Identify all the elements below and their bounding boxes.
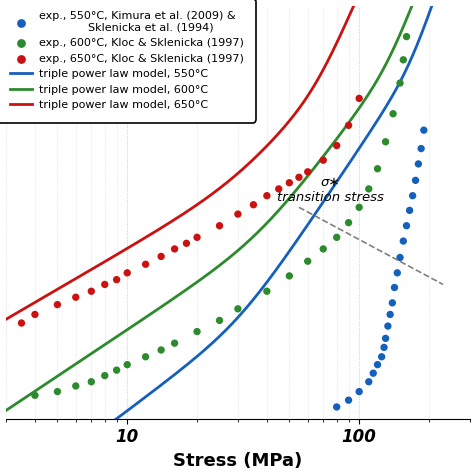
Point — [250, 201, 257, 209]
Point — [54, 301, 61, 309]
Point — [285, 179, 293, 187]
Point — [374, 165, 381, 173]
Point — [31, 392, 39, 399]
Point — [18, 319, 25, 327]
Point — [234, 210, 242, 218]
Point — [412, 176, 419, 184]
Point — [142, 261, 149, 268]
Point — [113, 366, 120, 374]
Point — [234, 305, 242, 313]
Point — [403, 33, 410, 40]
Point — [374, 361, 381, 368]
Point — [101, 372, 109, 379]
Point — [378, 353, 385, 361]
Point — [400, 237, 407, 245]
Point — [345, 396, 352, 404]
Point — [263, 192, 271, 200]
Point — [396, 79, 404, 87]
Point — [182, 239, 190, 247]
Legend: exp., 550°C, Kimura et al. (2009) &
              Sklenicka et al. (1994), exp.,: exp., 550°C, Kimura et al. (2009) & Skle… — [2, 3, 252, 118]
Point — [216, 317, 223, 324]
Point — [369, 369, 377, 377]
Point — [409, 192, 417, 200]
Point — [31, 310, 39, 318]
Point — [393, 269, 401, 277]
Point — [333, 142, 340, 149]
Point — [382, 138, 389, 146]
Point — [389, 299, 396, 307]
Point — [356, 95, 363, 102]
Point — [415, 160, 422, 168]
Text: σ∗
transition stress: σ∗ transition stress — [277, 175, 383, 203]
Point — [193, 328, 201, 336]
Point — [391, 284, 398, 292]
Point — [417, 145, 425, 152]
Point — [54, 388, 61, 395]
Point — [365, 378, 373, 385]
Point — [389, 110, 397, 118]
Point — [400, 56, 407, 64]
Point — [304, 168, 311, 175]
Point — [380, 344, 388, 351]
Point — [101, 281, 109, 288]
Point — [319, 156, 327, 164]
Point — [72, 382, 80, 390]
Point — [295, 173, 303, 181]
Point — [406, 207, 413, 214]
Point — [356, 203, 363, 211]
Point — [304, 257, 311, 265]
Point — [88, 378, 95, 385]
Point — [345, 219, 352, 227]
Point — [356, 388, 363, 395]
Point — [157, 346, 165, 354]
Point — [123, 361, 131, 368]
Point — [285, 272, 293, 280]
Point — [263, 287, 271, 295]
Point — [420, 127, 428, 134]
Point — [72, 293, 80, 301]
Point — [157, 253, 165, 260]
Point — [396, 254, 404, 261]
Point — [365, 185, 373, 193]
Point — [216, 222, 223, 229]
Point — [142, 353, 149, 361]
Point — [333, 234, 340, 241]
Point — [113, 276, 120, 283]
Point — [123, 269, 131, 277]
Point — [171, 245, 178, 253]
Point — [319, 245, 327, 253]
Point — [386, 310, 394, 318]
Point — [403, 222, 410, 229]
Point — [193, 234, 201, 241]
Point — [382, 335, 389, 342]
X-axis label: Stress (MPa): Stress (MPa) — [173, 452, 302, 470]
Point — [171, 339, 178, 347]
Point — [333, 403, 340, 411]
Point — [345, 121, 352, 129]
Point — [88, 287, 95, 295]
Point — [275, 185, 283, 193]
Point — [384, 322, 392, 330]
